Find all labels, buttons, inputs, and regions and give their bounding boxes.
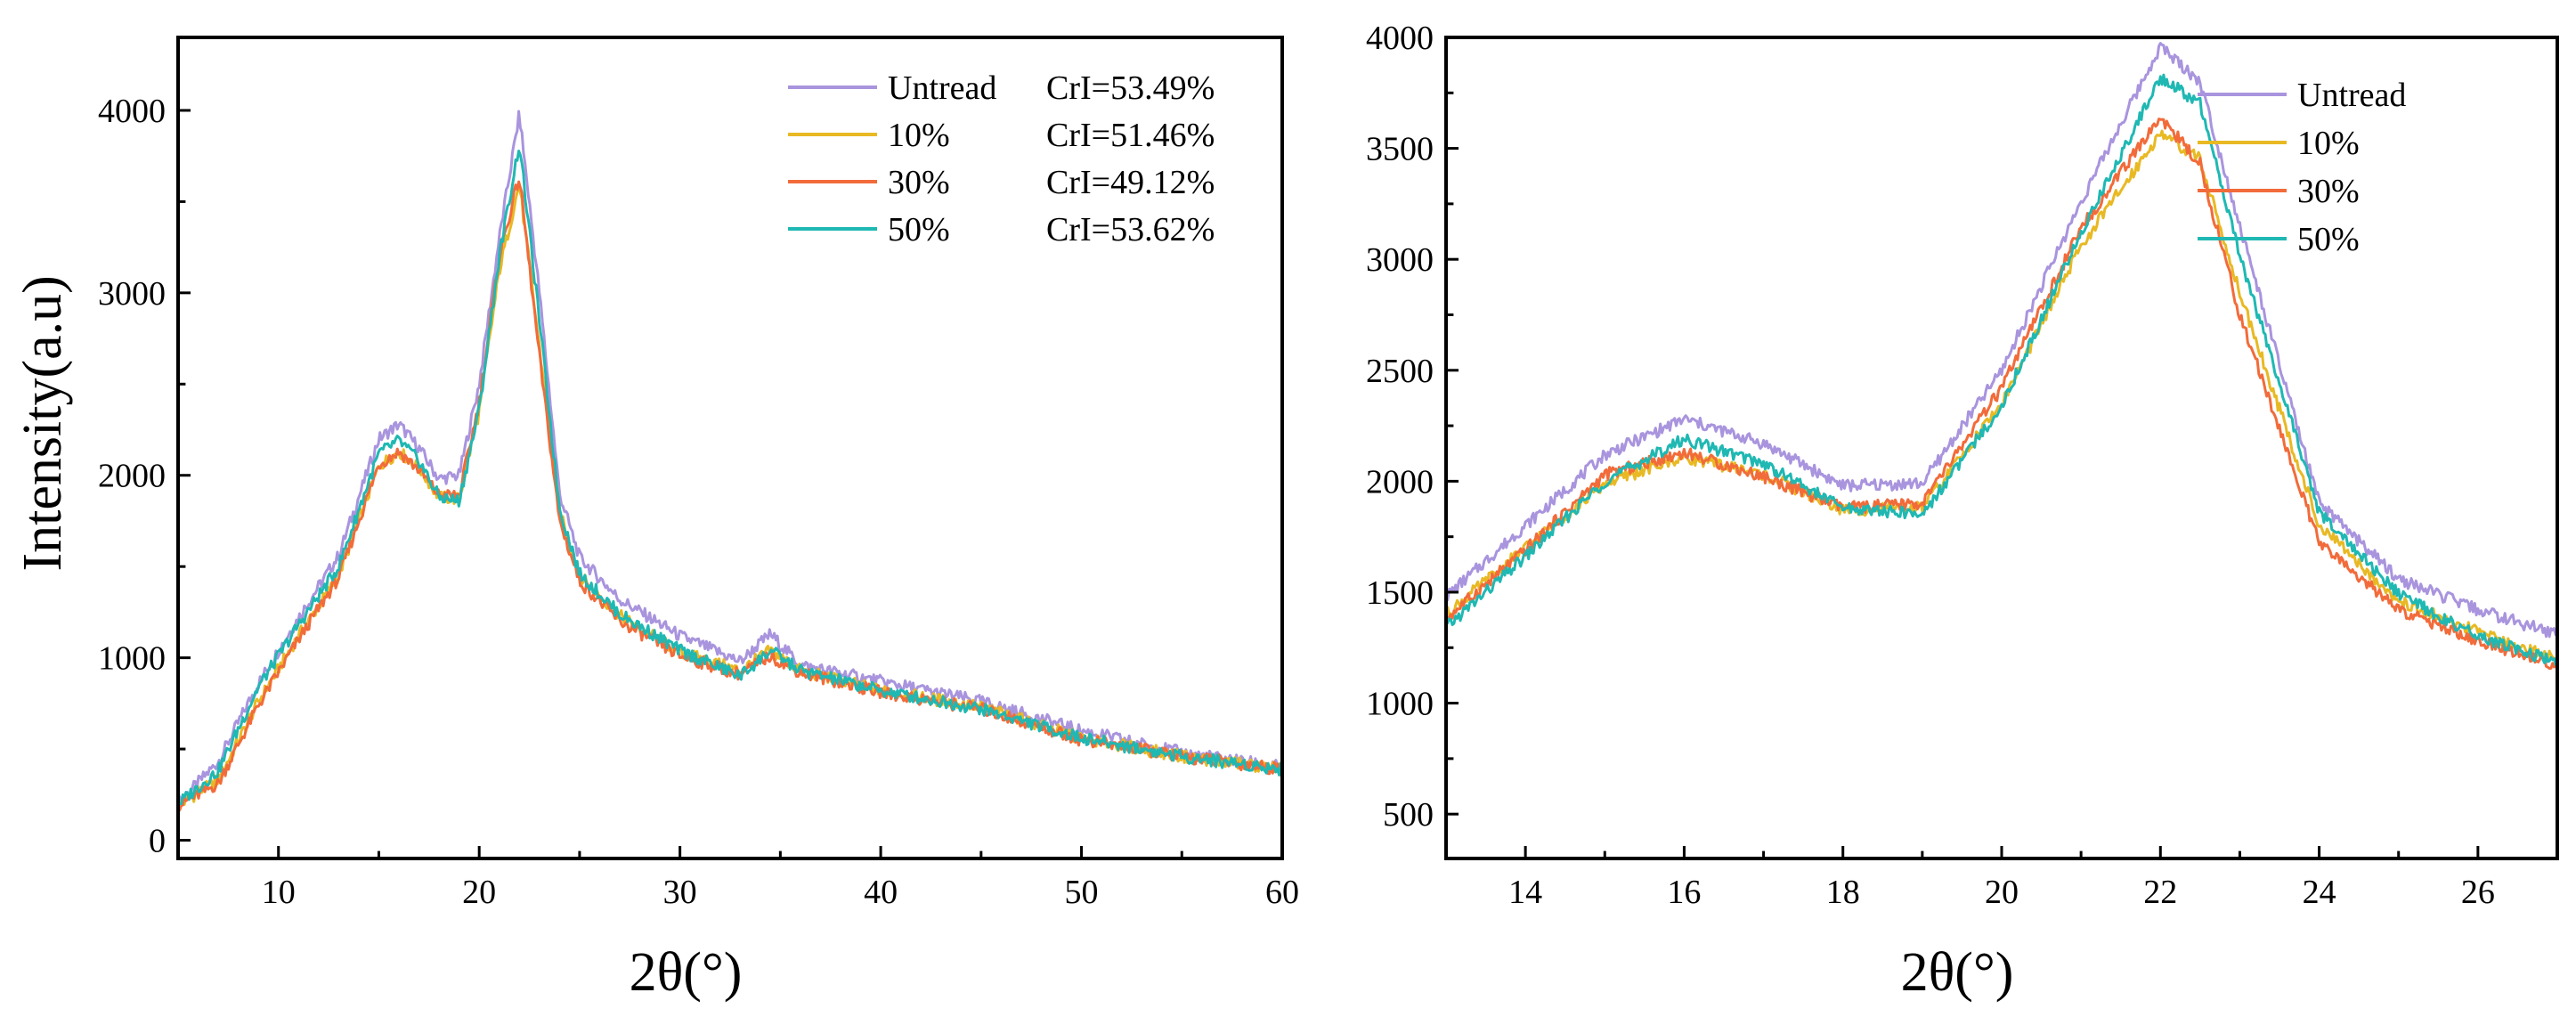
left-y-tick-label: 1000 (98, 640, 166, 678)
left-series-line-30pct (178, 180, 1282, 813)
right-x-tick-label: 14 (1508, 874, 1542, 911)
left-x-tick-label: 20 (462, 874, 496, 911)
right-x-tick-label: 18 (1826, 874, 1860, 911)
left-plot-frame (176, 36, 1284, 860)
left-legend-cri: CrI=49.12% (1046, 164, 1215, 201)
left-legend-cri: CrI=53.62% (1046, 211, 1215, 248)
left-x-tick-label: 40 (864, 874, 898, 911)
left-legend-label: 50% (888, 211, 950, 248)
left-panel: 10 20 30 40 50 60 0 1000 2000 3000 4000 2θ(°) Intens… (12, 36, 1299, 1003)
left-x-tick-label: 10 (262, 874, 296, 911)
left-legend-label: Untread (888, 69, 996, 107)
right-legend-label: 10% (2297, 125, 2360, 162)
right-legend: Untread 10% 30% 50% (2198, 77, 2406, 258)
right-x-tick-label: 26 (2461, 874, 2495, 911)
left-legend-label: 30% (888, 164, 950, 201)
right-y-tick-label: 500 (1383, 796, 1434, 834)
right-series-line-30pct (1446, 118, 2557, 671)
left-x-axis-title: 2θ(°) (630, 942, 743, 1003)
left-y-axis-title: Intensity(a.u) (12, 275, 73, 571)
left-y-tick-label: 0 (149, 823, 166, 860)
left-x-tick-label: 30 (663, 874, 697, 911)
right-x-axis-title: 2θ(°) (1901, 942, 2014, 1003)
right-y-tick-label: 4000 (1366, 20, 1434, 57)
right-x-tick-label: 24 (2303, 874, 2336, 911)
left-legend: Untread CrI=53.49% 10% CrI=51.46% 30% CrI=49.… (788, 69, 1215, 248)
left-series-group (178, 110, 1282, 813)
right-y-tick-label: 1500 (1366, 574, 1434, 612)
right-legend-label: 50% (2297, 221, 2360, 258)
right-y-tick-label: 3500 (1366, 131, 1434, 168)
right-y-tick-label: 3000 (1366, 241, 1434, 279)
left-series-line-50pct (178, 150, 1282, 809)
left-legend-cri: CrI=51.46% (1046, 117, 1215, 154)
left-y-tick-label: 4000 (98, 93, 166, 130)
right-legend-label: Untread (2297, 77, 2406, 114)
left-legend-label: 10% (888, 117, 950, 154)
right-series-line-untread (1446, 42, 2557, 639)
right-series-line-10pct (1446, 129, 2557, 664)
right-y-tick-label: 2000 (1366, 463, 1434, 500)
left-x-tick-label: 60 (1265, 874, 1299, 911)
right-series-line-50pct (1446, 73, 2557, 666)
right-y-tick-label: 2500 (1366, 353, 1434, 390)
left-y-tick-label: 3000 (98, 275, 166, 313)
left-legend-cri: CrI=53.49% (1046, 69, 1215, 107)
right-x-tick-label: 22 (2143, 874, 2177, 911)
right-series-group (1446, 42, 2557, 671)
right-y-tick-label: 1000 (1366, 686, 1434, 723)
right-x-tick-label: 16 (1667, 874, 1701, 911)
left-y-tick-label: 2000 (98, 458, 166, 495)
right-panel: 14 16 18 20 22 24 26 500 1000 1500 2000 2500 3000 350… (1366, 20, 2559, 1003)
left-x-tick-label: 50 (1065, 874, 1099, 911)
left-series-line-10pct (178, 185, 1282, 811)
right-x-tick-label: 20 (1985, 874, 2019, 911)
right-legend-label: 30% (2297, 173, 2360, 210)
